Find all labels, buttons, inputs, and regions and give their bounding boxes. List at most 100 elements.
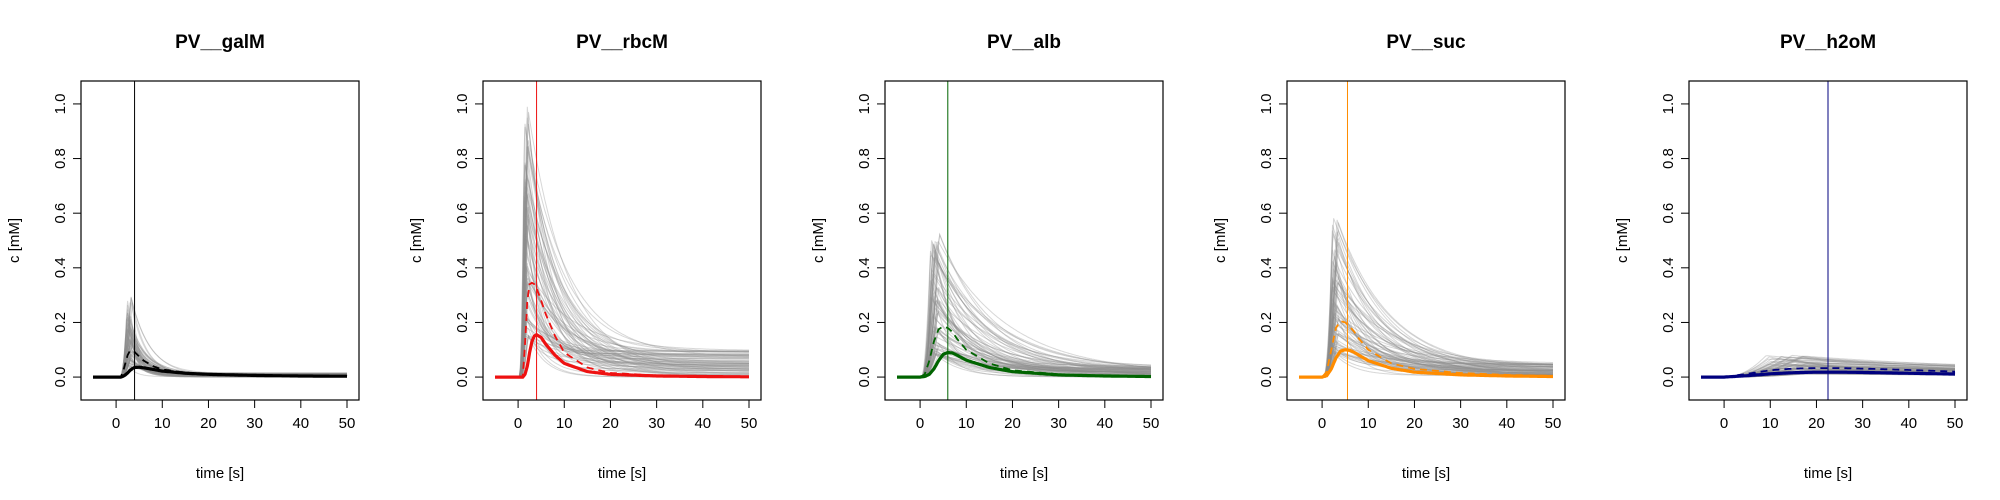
sample-curve [1299, 278, 1553, 378]
sample-curve [897, 343, 1151, 378]
y-axis-label: c [mM] [1614, 218, 1631, 263]
y-tick-label: 0.0 [1660, 367, 1677, 388]
sample-curve [897, 273, 1152, 378]
dashed-series-line [1701, 367, 1955, 378]
y-tick-label: 0.2 [454, 312, 471, 333]
sample-curve [1299, 282, 1554, 378]
sample-curve [1299, 316, 1553, 378]
sample-curve [1299, 249, 1553, 378]
y-tick-label: 0.2 [1660, 312, 1677, 333]
x-tick-label: 0 [514, 415, 522, 432]
sample-curve [495, 266, 749, 378]
sample-curve [1299, 350, 1553, 378]
panel-title: PV__alb [987, 32, 1061, 53]
x-tick-label: 0 [1318, 415, 1326, 432]
y-tick-label: 0.4 [1258, 257, 1275, 278]
y-axis: 0.0 0.2 0.4 0.6 0.8 1.0 [1660, 93, 1689, 388]
sample-curve [495, 124, 749, 378]
sample-curve [897, 353, 1151, 378]
x-tick-label: 10 [556, 415, 573, 432]
sample-curve [1299, 234, 1553, 378]
sample-curve [495, 269, 750, 378]
x-tick-label: 20 [1808, 415, 1825, 432]
y-axis: 0.0 0.2 0.4 0.6 0.8 1.0 [856, 93, 885, 388]
x-tick-label: 10 [958, 415, 975, 432]
panel-title: PV__suc [1386, 32, 1466, 53]
sample-curve [897, 249, 1151, 378]
sample-curve [495, 315, 749, 378]
x-tick-label: 0 [112, 415, 120, 432]
y-tick-label: 1.0 [1258, 93, 1275, 114]
sample-curve [897, 245, 1151, 378]
x-tick-label: 50 [741, 415, 758, 432]
sample-curve [897, 256, 1152, 378]
sample-curve [495, 318, 749, 378]
plot-frame [482, 80, 762, 401]
sample-curve [495, 252, 749, 378]
x-tick-label: 50 [1143, 415, 1160, 432]
y-tick-label: 1.0 [52, 93, 69, 114]
sample-curve [1299, 277, 1553, 378]
sample-curve [897, 324, 1151, 378]
mean-series-line [93, 365, 348, 379]
x-tick-label: 30 [1050, 415, 1067, 432]
sample-curve [495, 335, 749, 378]
sample-curve [897, 254, 1152, 378]
sample-curve [897, 267, 1152, 378]
sample-curve [495, 193, 749, 378]
x-axis-label: time [s] [196, 465, 244, 482]
sample-curve [495, 288, 749, 378]
y-tick-label: 0.0 [454, 367, 471, 388]
sample-curve [1299, 315, 1553, 378]
y-tick-label: 1.0 [1660, 93, 1677, 114]
mean-series-line [1299, 348, 1553, 379]
dashed-series-line [93, 349, 348, 378]
sample-curve [1299, 280, 1553, 378]
sample-curve [1299, 301, 1554, 378]
x-tick-label: 40 [694, 415, 711, 432]
sample-curve [897, 262, 1151, 378]
sample-curve [897, 299, 1151, 378]
sample-curve [897, 352, 1151, 378]
x-axis: 0 10 20 30 40 50 [514, 400, 757, 432]
x-axis: 0 10 20 30 40 50 [1318, 400, 1561, 432]
sample-curve [897, 291, 1151, 378]
sample-curve [1299, 288, 1554, 378]
sample-curve [1299, 322, 1553, 378]
sample-curve [495, 282, 749, 378]
sample-curve [897, 345, 1151, 378]
sample-curve [495, 278, 750, 378]
sample-curve [1299, 351, 1553, 378]
sample-curve [495, 317, 749, 378]
y-axis-label: c [mM] [810, 218, 827, 263]
panel-title: PV__h2oM [1780, 32, 1876, 53]
sample-curve [495, 316, 749, 378]
sample-curve [495, 282, 749, 378]
sample-curve [1299, 342, 1553, 378]
sample-curve [897, 350, 1151, 378]
sample-curve [495, 106, 749, 378]
sample-curve [897, 352, 1151, 378]
sample-curve [495, 190, 749, 378]
sample-curve [1299, 329, 1553, 378]
x-tick-label: 20 [1406, 415, 1423, 432]
y-tick-label: 0.6 [1660, 203, 1677, 224]
sample-curve [495, 140, 749, 378]
y-tick-label: 0.8 [856, 148, 873, 169]
sample-curve [1299, 302, 1553, 378]
sample-curve [897, 312, 1151, 378]
sample-curve [1299, 265, 1553, 378]
x-tick-label: 20 [1004, 415, 1021, 432]
y-tick-label: 0.0 [1258, 367, 1275, 388]
x-tick-label: 20 [200, 415, 217, 432]
y-tick-label: 0.4 [52, 257, 69, 278]
sample-curve [1299, 333, 1554, 378]
sample-curve [1299, 325, 1554, 378]
sample-curve [897, 326, 1151, 378]
sample-curve [495, 206, 749, 378]
sample-curve [495, 273, 749, 378]
